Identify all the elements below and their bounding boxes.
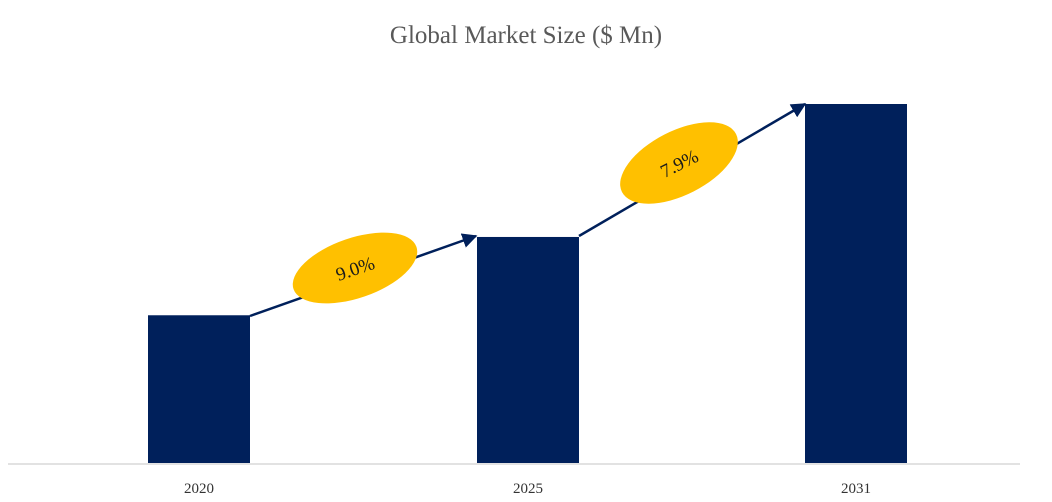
x-tick-2025: 2025 bbox=[513, 481, 543, 497]
chart-title: Global Market Size ($ Mn) bbox=[390, 22, 662, 49]
cagr-badge-2020-2025 bbox=[292, 232, 418, 304]
x-tick-labels: 2020 2025 2031 bbox=[184, 481, 871, 497]
bar-2020 bbox=[148, 315, 250, 463]
x-tick-2031: 2031 bbox=[841, 481, 871, 497]
x-tick-2020: 2020 bbox=[184, 481, 214, 497]
bar-2031 bbox=[805, 104, 907, 463]
growth-annotations: 9.0%7.9% bbox=[249, 102, 807, 318]
cagr-badge-2025-2031 bbox=[620, 122, 738, 204]
bars-layer bbox=[148, 104, 907, 463]
bar-2025 bbox=[477, 236, 579, 463]
